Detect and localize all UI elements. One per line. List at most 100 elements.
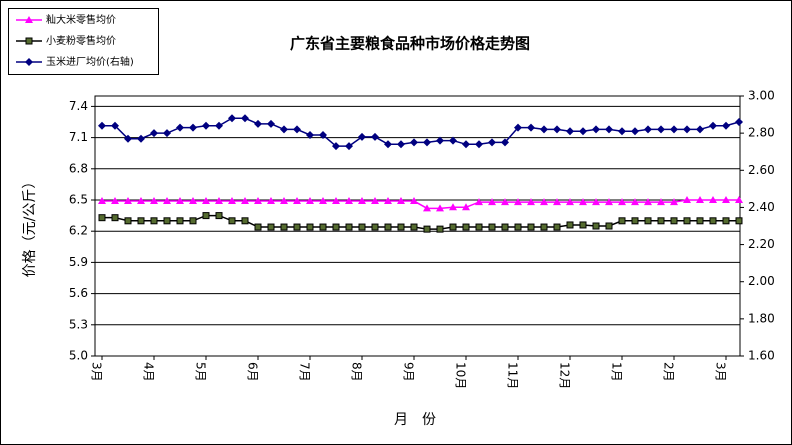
data-point	[527, 198, 535, 206]
data-point	[514, 223, 522, 231]
data-point	[397, 223, 405, 231]
x-tick-label: 3月	[90, 362, 104, 382]
data-point	[436, 136, 444, 145]
data-point	[449, 203, 457, 211]
data-point	[293, 197, 301, 205]
data-point	[332, 197, 340, 205]
data-point	[280, 223, 288, 231]
data-point	[215, 121, 223, 130]
data-point	[215, 212, 223, 220]
data-point	[631, 127, 639, 136]
data-point	[228, 197, 236, 205]
data-point	[163, 197, 171, 205]
x-tick-label: 12月	[558, 362, 572, 389]
data-point	[592, 125, 600, 134]
y2-tick-label: 2.80	[748, 126, 775, 140]
data-point	[319, 197, 327, 205]
data-point	[436, 225, 444, 233]
data-point	[462, 140, 470, 149]
data-point	[124, 217, 132, 225]
data-point	[618, 127, 626, 136]
data-point	[98, 121, 106, 130]
data-point	[475, 140, 483, 149]
data-point	[462, 203, 470, 211]
data-point	[397, 197, 405, 205]
data-point	[241, 197, 249, 205]
data-point	[111, 121, 119, 130]
data-point	[306, 223, 314, 231]
data-point	[696, 217, 704, 225]
y2-tick-label: 2.00	[748, 274, 775, 288]
data-point	[644, 217, 652, 225]
data-point	[488, 223, 496, 231]
data-point	[683, 196, 691, 203]
x-tick-label: 1月	[610, 362, 624, 382]
data-point	[397, 140, 405, 149]
x-tick-label: 2月	[662, 362, 676, 382]
data-point	[670, 198, 678, 206]
data-point	[449, 223, 457, 231]
data-point	[423, 138, 431, 147]
data-point	[345, 142, 353, 151]
data-point	[371, 197, 379, 205]
data-point	[345, 223, 353, 231]
data-point	[371, 223, 379, 231]
data-point	[423, 225, 431, 233]
data-point	[735, 196, 743, 203]
y2-tick-label: 2.20	[748, 237, 775, 251]
x-tick-label: 4月	[142, 362, 156, 382]
data-point	[358, 223, 366, 231]
legend-label: 籼大米零售均价	[46, 13, 116, 26]
data-point	[527, 123, 535, 132]
data-point	[228, 217, 236, 225]
data-point	[111, 197, 119, 205]
data-point	[163, 129, 171, 138]
data-point	[176, 217, 184, 225]
y-tick-label: 5.6	[69, 286, 88, 300]
y-tick-label: 7.4	[69, 99, 88, 113]
data-point	[254, 197, 262, 205]
legend-marker	[25, 16, 33, 23]
data-point	[683, 217, 691, 225]
data-point	[709, 196, 717, 203]
data-point	[553, 125, 561, 134]
data-point	[267, 197, 275, 205]
data-point	[189, 123, 197, 132]
data-point	[150, 197, 158, 205]
data-point	[605, 125, 613, 134]
x-axis-title: 月 份	[394, 412, 436, 428]
data-point	[319, 131, 327, 139]
data-point	[709, 217, 717, 225]
data-point	[475, 198, 483, 206]
data-point	[631, 198, 639, 206]
data-point	[436, 204, 444, 212]
x-tick-label: 10月	[454, 362, 468, 389]
y-tick-label: 5.9	[69, 255, 88, 269]
y-tick-label: 6.2	[69, 224, 88, 238]
data-point	[410, 138, 418, 147]
legend-marker	[25, 37, 33, 45]
data-point	[241, 114, 249, 123]
data-point	[410, 197, 418, 205]
data-point	[150, 217, 158, 225]
x-tick-label: 8月	[350, 362, 364, 382]
data-point	[657, 198, 665, 206]
chart-title: 广东省主要粮食品种市场价格走势图	[290, 35, 530, 53]
data-point	[358, 197, 366, 205]
x-tick-label: 3月	[714, 362, 728, 382]
data-point	[618, 198, 626, 206]
data-point	[501, 138, 509, 147]
y2-tick-label: 2.60	[748, 163, 775, 177]
data-point	[670, 217, 678, 225]
data-point	[488, 198, 496, 206]
y-tick-label: 6.5	[69, 193, 88, 207]
data-point	[332, 142, 340, 151]
data-point	[267, 223, 275, 231]
data-point	[605, 198, 613, 206]
data-point	[644, 125, 652, 134]
data-point	[124, 197, 132, 205]
data-point	[566, 198, 574, 206]
y-axis-title: 价格（元/公斤）	[22, 175, 38, 278]
data-point	[722, 217, 730, 225]
